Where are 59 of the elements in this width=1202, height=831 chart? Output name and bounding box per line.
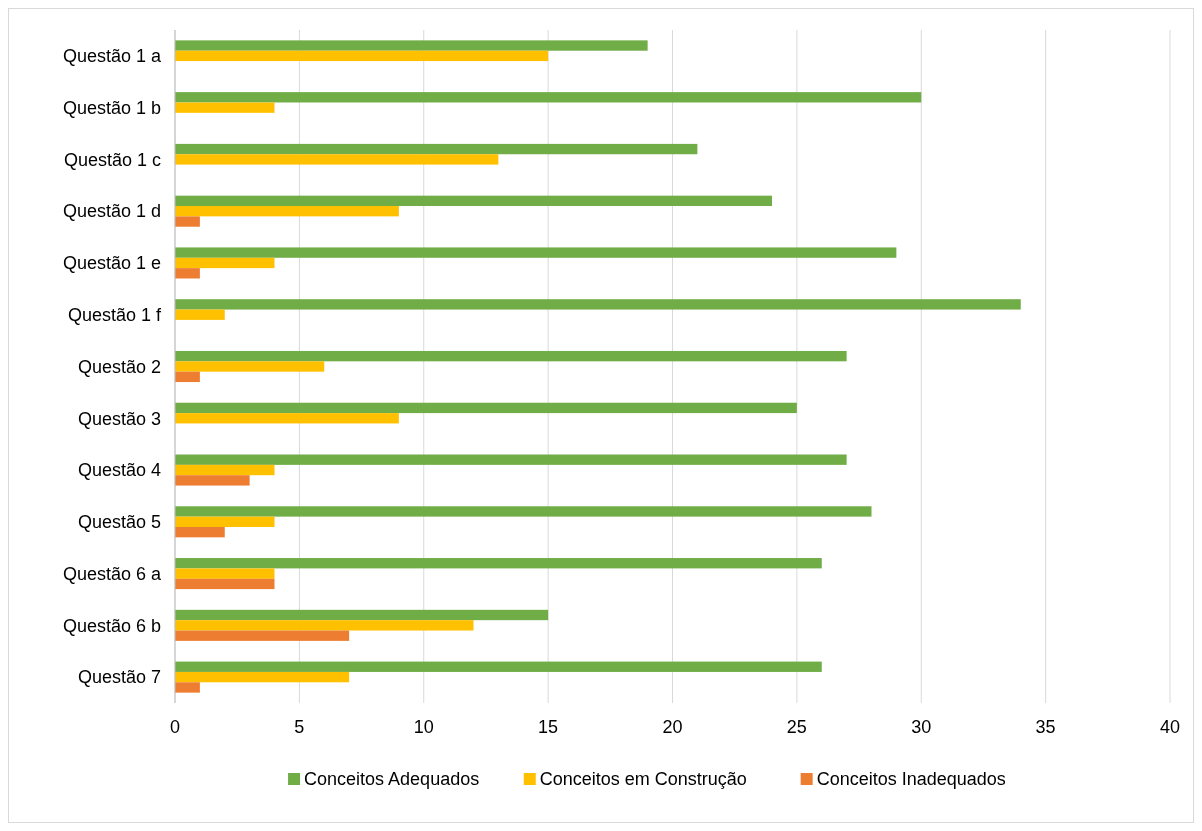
bar: [175, 671, 350, 683]
y-tick-label: Questão 1 e: [62, 253, 161, 274]
bar: [175, 50, 549, 62]
y-tick-label: Questão 1 f: [67, 305, 162, 326]
bar: [175, 92, 922, 103]
bar: [175, 402, 797, 414]
y-tick-label: Questão 6 a: [62, 563, 162, 584]
y-tick-label: Questão 3: [77, 408, 161, 429]
bar: [175, 154, 499, 165]
bar: [175, 558, 822, 569]
bar: [175, 620, 474, 631]
bar: [175, 371, 200, 383]
bar: [175, 195, 772, 207]
y-tick-label: Questão 6 b: [62, 615, 161, 636]
bar: [175, 309, 225, 320]
y-tick-label: Questão 1 d: [62, 201, 161, 222]
legend-label: Conceitos em Construção: [539, 769, 747, 790]
y-tick-label: Questão 7: [77, 667, 161, 688]
bar: [175, 257, 275, 269]
bar: [175, 206, 399, 217]
bar: [175, 102, 275, 113]
y-tick-label: Questão 1 c: [63, 149, 161, 170]
bar: [175, 630, 350, 641]
bar: [175, 40, 648, 51]
bar: [175, 268, 200, 279]
x-tick-label: 15: [538, 717, 559, 737]
x-tick-label: 20: [662, 717, 683, 737]
bar: [175, 350, 847, 362]
y-tick-label: Questão 2: [77, 356, 161, 377]
bar: [175, 609, 549, 621]
bar: [175, 247, 897, 258]
y-tick-label: Questão 1 b: [62, 97, 161, 118]
bar: [175, 143, 698, 155]
bar: [175, 578, 275, 590]
x-tick-label: 0: [169, 717, 181, 737]
legend-label: Conceitos Adequados: [304, 769, 480, 790]
bar: [175, 464, 275, 476]
bar: [175, 526, 225, 538]
x-tick-label: 40: [1159, 717, 1181, 737]
bar: [175, 454, 847, 465]
bar: [175, 299, 1021, 310]
bar: [175, 506, 872, 517]
bar: [175, 682, 200, 693]
x-tick-label: 25: [786, 717, 807, 737]
x-tick-label: 30: [911, 717, 932, 737]
x-tick-label: 10: [413, 717, 434, 737]
bar: [175, 475, 250, 486]
y-tick-label: Questão 4: [77, 460, 161, 481]
legend-label: Conceitos Inadequados: [816, 769, 1006, 790]
x-tick-label: 35: [1035, 717, 1056, 737]
y-tick-label: Questão 5: [77, 512, 161, 533]
bar: [175, 216, 200, 227]
bar: [175, 516, 275, 527]
y-tick-label: Questão 1 a: [62, 46, 162, 67]
bar: [175, 568, 275, 579]
bar: [175, 661, 822, 672]
bar: [175, 413, 399, 424]
bar: [175, 361, 325, 372]
x-tick-label: 5: [294, 717, 305, 737]
